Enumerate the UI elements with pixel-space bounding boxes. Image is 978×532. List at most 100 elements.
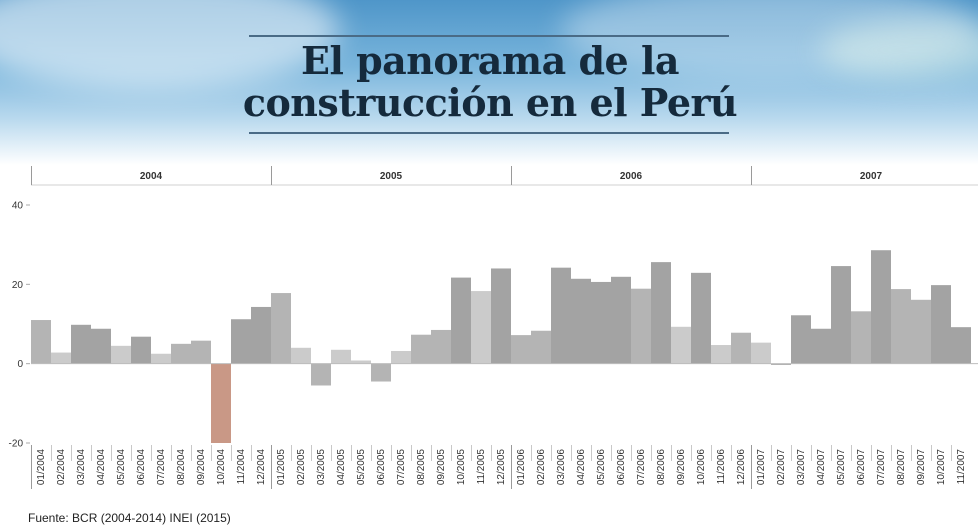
bar: [291, 347, 311, 364]
bar: [171, 343, 191, 364]
x-tick-label: 09/2005: [436, 449, 447, 486]
title-line-1: El panorama de la: [300, 38, 680, 83]
bar: [251, 306, 271, 364]
bar: [511, 335, 531, 364]
bar: [651, 262, 671, 364]
bar: [231, 319, 251, 364]
bar: [391, 350, 411, 364]
x-tick-label: 06/2004: [136, 449, 147, 486]
x-tick-label: 03/2006: [556, 449, 567, 486]
bar: [351, 360, 371, 364]
bar: [631, 288, 651, 364]
x-tick-label: 09/2004: [196, 449, 207, 486]
x-tick-label: 04/2005: [336, 449, 347, 486]
bar: [731, 332, 751, 364]
y-tick-label: 20: [12, 280, 24, 291]
x-tick-label: 01/2007: [756, 449, 767, 486]
bar: [851, 311, 871, 364]
bar: [571, 278, 591, 364]
bar: [871, 250, 891, 364]
x-tick-label: 03/2007: [796, 449, 807, 486]
bar: [111, 345, 131, 364]
x-tick-label: 11/2007: [956, 449, 967, 485]
bar: [91, 328, 111, 364]
bar: [411, 334, 431, 364]
bar: [191, 340, 211, 364]
x-tick-label: 06/2006: [616, 449, 627, 486]
x-tick-label: 05/2006: [596, 449, 607, 486]
bar: [491, 268, 511, 364]
year-label: 2005: [380, 171, 403, 182]
x-tick-label: 07/2006: [636, 449, 647, 486]
x-tick-label: 09/2006: [676, 449, 687, 486]
bar: [31, 320, 51, 364]
x-tick-label: 10/2004: [216, 449, 227, 486]
x-tick-label: 10/2007: [936, 449, 947, 486]
year-label: 2007: [860, 171, 883, 182]
x-tick-label: 01/2006: [516, 449, 527, 486]
y-tick-label: 0: [17, 359, 23, 370]
header-banner: El panorama de la construcción en el Per…: [0, 0, 978, 165]
bar: [131, 336, 151, 364]
bar-chart: 2004 2005 2006 2007 -20 0 20 40 01/2004 02/2004 03…: [9, 166, 978, 489]
bar: [771, 363, 791, 365]
x-tick-label: 07/2007: [876, 449, 887, 486]
year-label: 2004: [140, 171, 163, 182]
x-tick-label: 08/2006: [656, 449, 667, 486]
bar: [51, 352, 71, 364]
x-tick-label: 11/2005: [476, 449, 487, 485]
x-tick-label: 01/2005: [276, 449, 287, 486]
bar: [531, 330, 551, 364]
x-tick-label: 11/2006: [716, 449, 727, 485]
bar: [151, 353, 171, 364]
x-tick-label: 07/2005: [396, 449, 407, 486]
y-tick-label: 40: [12, 201, 24, 212]
bar: [271, 293, 291, 364]
x-tick-label: 03/2004: [76, 449, 87, 486]
x-tick-label: 06/2007: [856, 449, 867, 486]
x-tick-label: 12/2006: [736, 449, 747, 486]
y-tick-label: -20: [9, 439, 24, 450]
x-tick-label: 05/2004: [116, 449, 127, 486]
bar: [791, 315, 811, 364]
x-tick-label: 10/2005: [456, 449, 467, 486]
x-tick-label: 08/2004: [176, 449, 187, 486]
x-tick-label: 02/2004: [56, 449, 67, 486]
bar: [831, 266, 851, 364]
title-rule-top: [249, 35, 729, 37]
x-tick-label: 09/2007: [916, 449, 927, 486]
x-tick-label: 04/2007: [816, 449, 827, 486]
bar: [331, 349, 351, 364]
title-line-2: construcción en el Perú: [242, 80, 738, 125]
cloud-decoration: [820, 20, 978, 80]
bar: [891, 289, 911, 364]
bar: [371, 363, 391, 382]
x-tick-label: 08/2005: [416, 449, 427, 486]
x-tick-label: 01/2004: [36, 449, 47, 486]
bar: [751, 342, 771, 364]
source-note: Fuente: BCR (2004-2014) INEI (2015): [28, 511, 231, 525]
bar: [211, 363, 231, 443]
bar: [591, 281, 611, 364]
bar: [471, 291, 491, 364]
year-label: 2006: [620, 171, 643, 182]
bar: [931, 285, 951, 364]
bar: [551, 267, 571, 364]
x-tick-label: 05/2005: [356, 449, 367, 486]
bar: [811, 328, 831, 364]
bar: [431, 329, 451, 364]
x-tick-label: 07/2004: [156, 449, 167, 486]
page-title: El panorama de la construcción en el Per…: [180, 40, 800, 124]
x-tick-label: 02/2007: [776, 449, 787, 486]
bar: [611, 276, 631, 364]
x-tick-label: 02/2006: [536, 449, 547, 486]
bar: [671, 326, 691, 364]
x-tick-label: 12/2004: [256, 449, 267, 486]
x-tick-label: 04/2004: [96, 449, 107, 486]
bar: [311, 363, 331, 386]
bar: [71, 324, 91, 364]
bar: [951, 327, 971, 364]
bar: [711, 345, 731, 364]
x-tick-label: 02/2005: [296, 449, 307, 486]
x-tick-label: 03/2005: [316, 449, 327, 486]
